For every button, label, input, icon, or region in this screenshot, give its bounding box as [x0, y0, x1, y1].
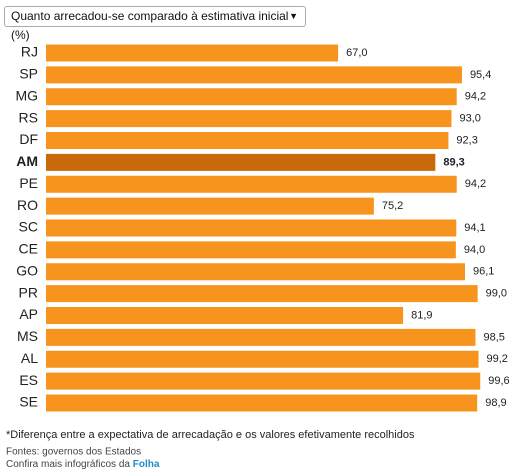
category-label: AL: [21, 350, 38, 366]
footnote: *Diferença entre a expectativa de arreca…: [6, 429, 415, 441]
folha-link[interactable]: Folha: [133, 459, 160, 470]
bar: [46, 110, 452, 128]
category-label: ES: [19, 372, 38, 388]
bar: [46, 175, 457, 193]
category-label: SC: [19, 219, 38, 235]
value-label: 92,3: [456, 134, 477, 146]
value-label: 98,5: [483, 331, 504, 343]
more: Confira mais infográficos da: [6, 459, 130, 470]
bar: [46, 263, 465, 281]
value-label: 93,0: [459, 113, 480, 125]
category-label: RJ: [21, 44, 38, 60]
category-label: PE: [19, 175, 38, 191]
value-label: 98,9: [485, 397, 506, 409]
dropdown-arrow: ▼: [289, 11, 298, 21]
category-label: SE: [19, 394, 38, 410]
value-label: 96,1: [473, 266, 494, 278]
dropdown-label: Quanto arrecadou-se comparado à estimati…: [11, 9, 289, 42]
category-label: RS: [19, 109, 38, 125]
source: Fontes: governos dos Estados: [6, 447, 141, 458]
value-label: 99,0: [486, 288, 507, 300]
bar: [46, 394, 478, 412]
bar: [46, 372, 481, 390]
bar: [46, 285, 478, 303]
category-label: DF: [19, 131, 38, 147]
category-label: GO: [16, 262, 38, 278]
category-label: SP: [19, 66, 38, 82]
more-text: Confira mais infográficos da Folha: [6, 459, 160, 470]
value-label: 94,0: [464, 244, 485, 256]
value-label: 95,4: [470, 69, 491, 81]
value-label: 99,6: [488, 375, 509, 387]
bar: [46, 197, 374, 215]
value-label: 94,2: [465, 178, 486, 190]
category-label: CE: [19, 241, 38, 257]
category-label: MG: [15, 87, 38, 103]
value-label: 89,3: [443, 156, 464, 168]
value-label: 99,2: [487, 353, 508, 365]
value-label: 81,9: [411, 309, 432, 321]
category-label: AM: [16, 153, 38, 169]
bar: [46, 132, 449, 149]
value-label: 75,2: [382, 200, 403, 212]
bar: [46, 241, 456, 259]
bar: [46, 350, 479, 368]
category-label: AP: [19, 306, 38, 322]
bar: [46, 153, 436, 171]
bar: [46, 328, 476, 346]
value-label: 94,1: [464, 222, 485, 234]
category-label: RO: [17, 197, 38, 213]
dropdown[interactable]: Quanto arrecadou-se comparado à estimati…: [4, 6, 306, 42]
category-label: PR: [19, 284, 38, 300]
value-label: 94,2: [465, 91, 486, 103]
category-label: MS: [17, 328, 38, 344]
bar: [46, 44, 339, 62]
value-label: 67,0: [346, 47, 367, 59]
bar: [46, 66, 462, 84]
bar: [46, 88, 457, 106]
bar: [46, 219, 457, 237]
bar: [46, 307, 404, 324]
